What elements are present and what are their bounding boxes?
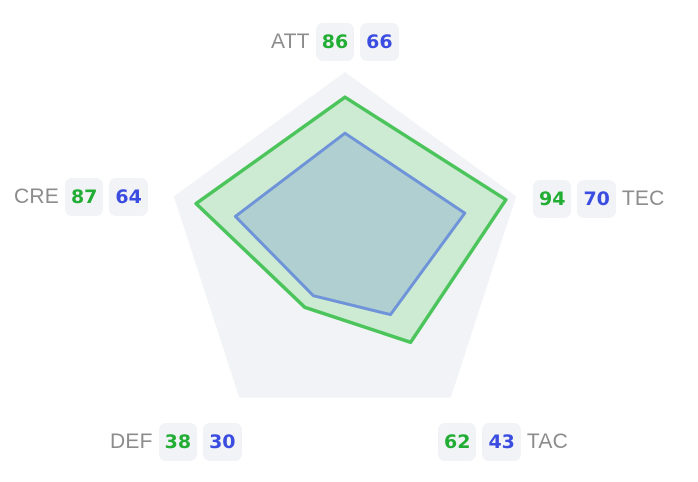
axis-group-tac: 62 43 TAC — [438, 423, 568, 461]
series-b-value-cre: 64 — [109, 178, 148, 216]
series-a-value-tac: 62 — [438, 423, 477, 461]
series-a-value-cre: 87 — [64, 178, 104, 216]
series-b-value-tec: 70 — [577, 180, 616, 218]
series-a-value-att: 86 — [315, 23, 355, 61]
series-b-value-def: 30 — [203, 423, 242, 461]
axis-label-tac: TAC — [526, 430, 568, 453]
axis-group-def: DEF 38 30 — [110, 423, 242, 461]
series-b-area — [233, 131, 467, 317]
axis-label-cre: CRE — [14, 185, 59, 208]
axis-group-cre: CRE 87 64 — [14, 178, 148, 216]
series-a-value-def: 38 — [158, 423, 198, 461]
series-b-value-tac: 43 — [482, 423, 521, 461]
axis-label-att: ATT — [271, 30, 310, 53]
axis-label-tec: TEC — [621, 187, 665, 210]
axis-label-def: DEF — [110, 430, 153, 453]
axis-group-att: ATT 86 66 — [271, 23, 399, 61]
series-a-value-tec: 94 — [533, 180, 572, 218]
axis-group-tec: 94 70 TEC — [533, 180, 665, 218]
series-b-value-att: 66 — [360, 23, 399, 61]
